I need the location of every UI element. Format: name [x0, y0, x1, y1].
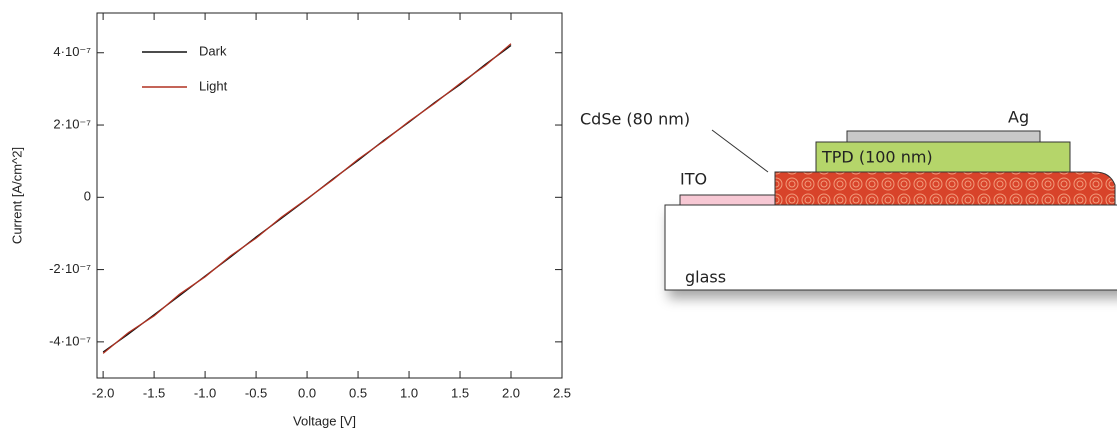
chart: -2.0 -1.5 -1.0 -0.5 0.0 0.5 1.0 1.5 2.0 2.5 -4·10⁻…: [9, 12, 571, 428]
x-tick-label: -2.0: [92, 385, 114, 400]
y-tick-label: 2·10⁻⁷: [53, 116, 91, 131]
y-tick-label: 0: [84, 189, 91, 204]
x-tick-label: -1.0: [194, 385, 216, 400]
x-tick-label: -0.5: [245, 385, 267, 400]
glass-label: glass: [685, 268, 726, 287]
x-tick-label: -1.5: [143, 385, 165, 400]
x-tick-label: 2.0: [502, 385, 520, 400]
plot-frame: [96, 12, 563, 379]
y-tick-label: -4·10⁻⁷: [49, 333, 91, 348]
y-tick-label: -2·10⁻⁷: [49, 261, 91, 276]
x-tick-label: 0.5: [349, 385, 367, 400]
x-tick-label: 0.0: [298, 385, 316, 400]
leader-line: [711, 129, 769, 173]
x-tick-label: 1.0: [400, 385, 418, 400]
legend-label: Light: [199, 78, 228, 93]
x-tick-label: 2.5: [553, 385, 571, 400]
x-tick-label: 1.5: [451, 385, 469, 400]
device-diagram: CdSe (80 nm) Ag TPD (100 nm) ITO glass: [580, 108, 1117, 291]
ito-label: ITO: [680, 170, 707, 189]
ag-label: Ag: [1008, 108, 1029, 127]
y-axis-label: Current [A/cm^2]: [9, 147, 24, 244]
tpd-label: TPD (100 nm): [821, 148, 933, 167]
legend-label: Dark: [199, 43, 227, 58]
series-line: [102, 43, 512, 354]
cdse-label: CdSe (80 nm): [580, 110, 690, 129]
tpd-layer: [815, 141, 1071, 173]
cdse-layer: [774, 171, 1116, 206]
ag-layer: [846, 130, 1041, 143]
y-tick-label: 4·10⁻⁷: [53, 44, 91, 59]
x-axis-label: Voltage [V]: [293, 413, 356, 428]
glass-layer: [664, 204, 1117, 291]
